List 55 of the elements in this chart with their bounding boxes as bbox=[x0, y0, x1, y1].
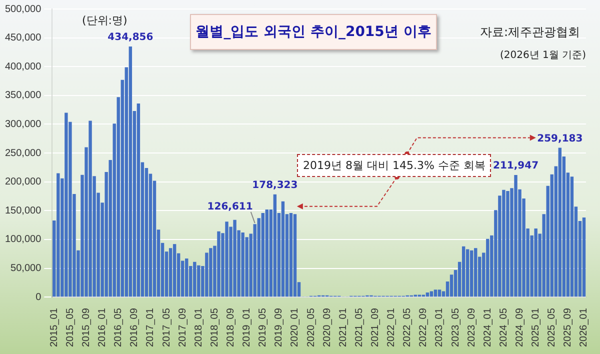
x-tick-label: 2026_01 bbox=[578, 308, 590, 348]
x-tick-label: 2024_01 bbox=[482, 308, 494, 348]
x-tick-label: 2017_01 bbox=[145, 308, 156, 348]
x-tick-label: 2015_09 bbox=[81, 308, 92, 348]
x-tick-label: 2016_01 bbox=[97, 308, 108, 348]
x-tick-label: 2022_09 bbox=[418, 308, 430, 348]
data-label: 178,323 bbox=[252, 180, 298, 191]
y-tick-label: 250,000 bbox=[4, 148, 42, 159]
y-tick-label: 450,000 bbox=[4, 32, 42, 44]
data-label: 259,183 bbox=[537, 133, 583, 144]
x-tick-label: 2020_05 bbox=[306, 308, 317, 348]
x-tick-label: 2023_05 bbox=[450, 308, 462, 348]
annotation: (2026년 1월 기준) bbox=[500, 49, 586, 62]
x-tick-label: 2024_09 bbox=[514, 308, 526, 348]
annotation: 자료:제주관광협회 bbox=[480, 24, 580, 41]
x-tick-label: 2016_09 bbox=[129, 308, 140, 348]
x-tick-label: 2025_05 bbox=[546, 308, 558, 348]
x-tick-label: 2022_01 bbox=[386, 308, 398, 348]
x-tick-label: 2023_01 bbox=[434, 308, 446, 348]
y-tick-label: 500,000 bbox=[4, 4, 42, 15]
x-tick-label: 2020_09 bbox=[322, 308, 333, 348]
x-tick-label: 2017_09 bbox=[177, 308, 188, 348]
x-tick-label: 2022_05 bbox=[402, 308, 414, 348]
x-tick-label: 2024_05 bbox=[498, 308, 510, 348]
x-tick-label: 2018_09 bbox=[226, 308, 237, 348]
y-tick-label: 400,000 bbox=[4, 61, 42, 72]
x-tick-label: 2016_05 bbox=[113, 308, 124, 348]
x-tick-label: 2018_01 bbox=[193, 308, 204, 348]
y-tick-label: 150,000 bbox=[4, 205, 42, 216]
data-label: 211,947 bbox=[492, 160, 539, 172]
x-tick-label: 2020_01 bbox=[290, 308, 301, 348]
y-tick-label: 300,000 bbox=[4, 118, 42, 130]
annotation: (단위:명) bbox=[82, 13, 128, 28]
x-tick-label: 2021_01 bbox=[338, 308, 349, 348]
y-tick-label: 350,000 bbox=[4, 90, 42, 102]
y-tick-label: 200,000 bbox=[4, 176, 42, 188]
x-tick-label: 2025_09 bbox=[562, 308, 574, 348]
text: 월별_입도 외국인 추이_2015년 이후 bbox=[190, 14, 437, 50]
data-label: 126,611 bbox=[207, 201, 253, 212]
x-tick-label: 2021_05 bbox=[354, 308, 365, 348]
x-tick-label: 2019_05 bbox=[258, 308, 269, 348]
x-tick-label: 2021_09 bbox=[370, 308, 382, 348]
y-tick-label: 100,000 bbox=[4, 234, 42, 246]
x-tick-label: 2019_09 bbox=[274, 308, 285, 348]
data-label: 434,856 bbox=[108, 32, 154, 44]
y-tick-label: 50,000 bbox=[10, 263, 42, 274]
x-tick-label: 2019_01 bbox=[242, 308, 253, 348]
x-tick-label: 2015_01 bbox=[48, 308, 60, 348]
y-tick-label: 0 bbox=[36, 292, 42, 303]
annotation: 2019년 8월 대비 145.3% 수준 회복 bbox=[297, 154, 492, 177]
x-tick-label: 2023_09 bbox=[466, 308, 478, 348]
x-tick-label: 2015_05 bbox=[64, 308, 76, 348]
x-tick-label: 2025_01 bbox=[530, 308, 542, 348]
x-tick-label: 2017_05 bbox=[161, 308, 172, 348]
x-tick-label: 2018_05 bbox=[209, 308, 220, 348]
